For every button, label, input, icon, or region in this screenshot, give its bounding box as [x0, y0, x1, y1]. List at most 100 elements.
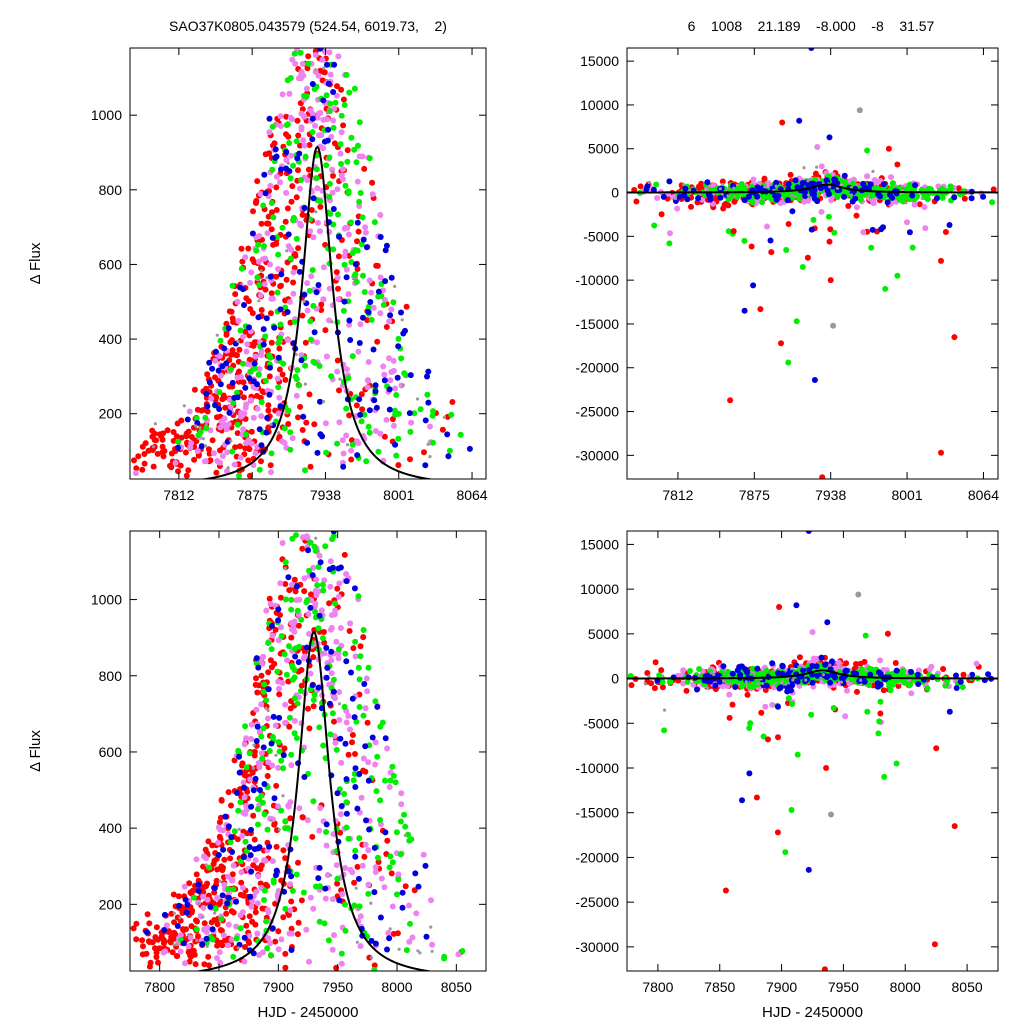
- data-point: [310, 798, 317, 805]
- data-point: [272, 154, 279, 161]
- data-point: [805, 197, 812, 204]
- data-point: [365, 309, 372, 315]
- data-point: [159, 436, 166, 443]
- data-point: [262, 333, 269, 340]
- data-point: [313, 576, 320, 583]
- data-point: [373, 404, 380, 411]
- data-point: [265, 407, 272, 414]
- data-point: [317, 48, 324, 52]
- data-point: [386, 386, 393, 393]
- data-point: [687, 668, 693, 674]
- data-point: [240, 854, 247, 861]
- data-point: [252, 353, 259, 360]
- data-point: [244, 341, 251, 348]
- data-point: [395, 435, 402, 442]
- data-point: [225, 789, 232, 796]
- data-point: [285, 678, 292, 685]
- data-point: [154, 450, 161, 457]
- data-point: [284, 657, 290, 664]
- data-point: [429, 941, 436, 948]
- data-point: [269, 622, 275, 629]
- data-point: [202, 414, 209, 421]
- data-point: [372, 761, 379, 768]
- data-point: [357, 321, 364, 328]
- data-point: [809, 196, 813, 200]
- data-point: [230, 909, 237, 916]
- data-point: [357, 913, 364, 920]
- y-tick-label: 200: [99, 896, 123, 912]
- data-point: [287, 114, 294, 121]
- data-point: [302, 339, 309, 346]
- data-point: [171, 919, 178, 926]
- data-point: [811, 377, 818, 383]
- data-point: [334, 585, 341, 592]
- data-point: [309, 136, 316, 143]
- data-point: [291, 628, 298, 635]
- data-point: [268, 226, 275, 233]
- data-point: [201, 437, 205, 441]
- data-point: [307, 318, 314, 325]
- data-point: [360, 712, 367, 719]
- data-point: [823, 674, 830, 681]
- data-point: [353, 278, 360, 285]
- y-tick-label: 400: [99, 331, 123, 347]
- data-point: [291, 730, 298, 737]
- plot-frame: [626, 47, 999, 480]
- x-axis-label: HJD - 2450000: [762, 1004, 863, 1021]
- data-point: [365, 664, 372, 671]
- data-point: [288, 873, 295, 880]
- data-point: [151, 445, 156, 449]
- data-point: [301, 113, 308, 120]
- data-point: [722, 887, 729, 894]
- data-point: [267, 601, 274, 607]
- data-point: [382, 829, 389, 836]
- data-point: [299, 814, 306, 821]
- data-point: [269, 209, 275, 216]
- data-point: [335, 285, 341, 292]
- data-point: [359, 153, 366, 160]
- data-point: [168, 464, 175, 471]
- data-point: [248, 803, 255, 810]
- data-point: [255, 664, 262, 671]
- data-point: [255, 371, 262, 378]
- data-point: [730, 228, 737, 235]
- data-point: [229, 379, 236, 386]
- data-point: [305, 705, 311, 712]
- data-point: [190, 894, 197, 901]
- data-point: [275, 803, 281, 810]
- data-point: [402, 823, 409, 830]
- data-point: [746, 770, 753, 777]
- data-point: [225, 886, 232, 892]
- data-point: [386, 355, 392, 362]
- data-point: [784, 197, 791, 204]
- data-point: [130, 925, 137, 932]
- data-point: [264, 347, 271, 354]
- data-point: [725, 202, 732, 209]
- data-point: [281, 440, 288, 446]
- data-point: [354, 219, 361, 226]
- data-point: [797, 665, 801, 669]
- data-point: [729, 682, 733, 686]
- data-point: [319, 527, 322, 530]
- data-point: [343, 578, 350, 585]
- data-point: [277, 403, 284, 410]
- data-point: [287, 255, 294, 262]
- data-point: [364, 377, 371, 384]
- data-point: [233, 898, 240, 905]
- data-point: [365, 881, 372, 888]
- data-point: [773, 179, 780, 186]
- data-point: [198, 426, 202, 430]
- data-point: [184, 416, 191, 423]
- data-point: [267, 940, 274, 947]
- data-point: [177, 932, 184, 939]
- data-point: [356, 903, 363, 910]
- data-point: [758, 709, 765, 716]
- data-point: [321, 577, 328, 584]
- data-point: [430, 949, 434, 953]
- data-point: [388, 274, 395, 281]
- data-point: [214, 414, 220, 421]
- data-point: [325, 80, 332, 87]
- data-point: [792, 177, 799, 184]
- data-point: [175, 893, 182, 900]
- data-point: [277, 594, 284, 601]
